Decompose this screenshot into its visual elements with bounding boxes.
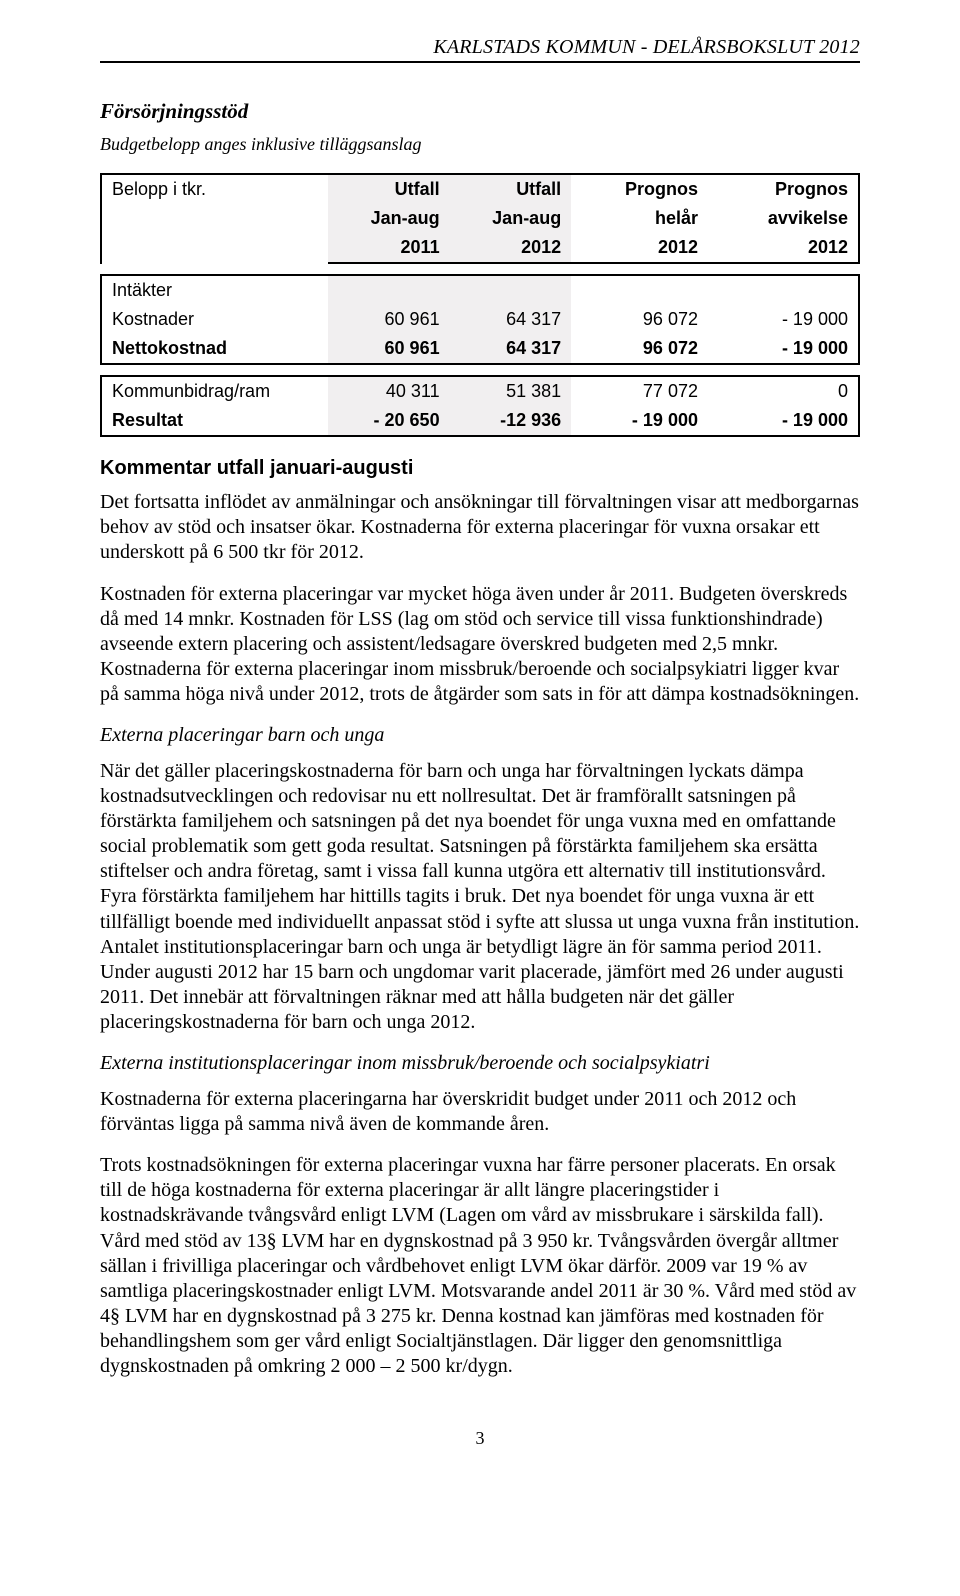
budget-table: Belopp i tkr. Utfall Utfall Prognos Prog… (100, 173, 860, 437)
cell: 96 072 (571, 334, 708, 365)
cell: - 20 650 (328, 406, 450, 437)
paragraph: Det fortsatta inflödet av anmälningar oc… (100, 490, 860, 566)
col-head: Prognos (571, 173, 708, 204)
paragraph: Kostnaden för externa placeringar var my… (100, 582, 860, 708)
col-head: Prognos (708, 173, 860, 204)
cell (708, 274, 860, 305)
cell: 60 961 (328, 305, 450, 334)
cell: 64 317 (450, 334, 572, 365)
col-head: 2012 (708, 233, 860, 264)
cell (571, 274, 708, 305)
cell: 0 (708, 375, 860, 406)
col-head: Utfall (328, 173, 450, 204)
cell: 96 072 (571, 305, 708, 334)
row-label: Resultat (100, 406, 328, 437)
italic-heading: Externa institutionsplaceringar inom mis… (100, 1052, 860, 1075)
row-label: Kommunbidrag/ram (100, 375, 328, 406)
paragraph: Trots kostnadsökningen för externa place… (100, 1153, 860, 1380)
cell: - 19 000 (708, 334, 860, 365)
col-head: 2011 (328, 233, 450, 264)
running-head: KARLSTADS KOMMUN - DELÅRSBOKSLUT 2012 (100, 36, 860, 63)
paragraph: När det gäller placeringskostnaderna för… (100, 759, 860, 1036)
cell: -12 936 (450, 406, 572, 437)
table-corner: Belopp i tkr. (100, 173, 328, 264)
col-head: 2012 (450, 233, 572, 264)
cell: 51 381 (450, 375, 572, 406)
page: KARLSTADS KOMMUN - DELÅRSBOKSLUT 2012 Fö… (0, 0, 960, 1509)
cell (450, 274, 572, 305)
cell: 77 072 (571, 375, 708, 406)
cell: 40 311 (328, 375, 450, 406)
cell: 64 317 (450, 305, 572, 334)
row-label: Intäkter (100, 274, 328, 305)
row-label: Kostnader (100, 305, 328, 334)
cell: - 19 000 (708, 406, 860, 437)
col-head: 2012 (571, 233, 708, 264)
cell (328, 274, 450, 305)
section-title: Försörjningsstöd (100, 99, 860, 124)
subnote: Budgetbelopp anges inklusive tilläggsans… (100, 134, 860, 155)
cell: - 19 000 (571, 406, 708, 437)
col-head: avvikelse (708, 204, 860, 233)
cell: 60 961 (328, 334, 450, 365)
page-number: 3 (100, 1428, 860, 1449)
paragraph: Kostnaderna för externa placeringarna ha… (100, 1087, 860, 1137)
col-head: Jan-aug (450, 204, 572, 233)
italic-heading: Externa placeringar barn och unga (100, 724, 860, 747)
row-label: Nettokostnad (100, 334, 328, 365)
col-head: helår (571, 204, 708, 233)
cell: - 19 000 (708, 305, 860, 334)
col-head: Jan-aug (328, 204, 450, 233)
subheading: Kommentar utfall januari-augusti (100, 457, 860, 480)
col-head: Utfall (450, 173, 572, 204)
